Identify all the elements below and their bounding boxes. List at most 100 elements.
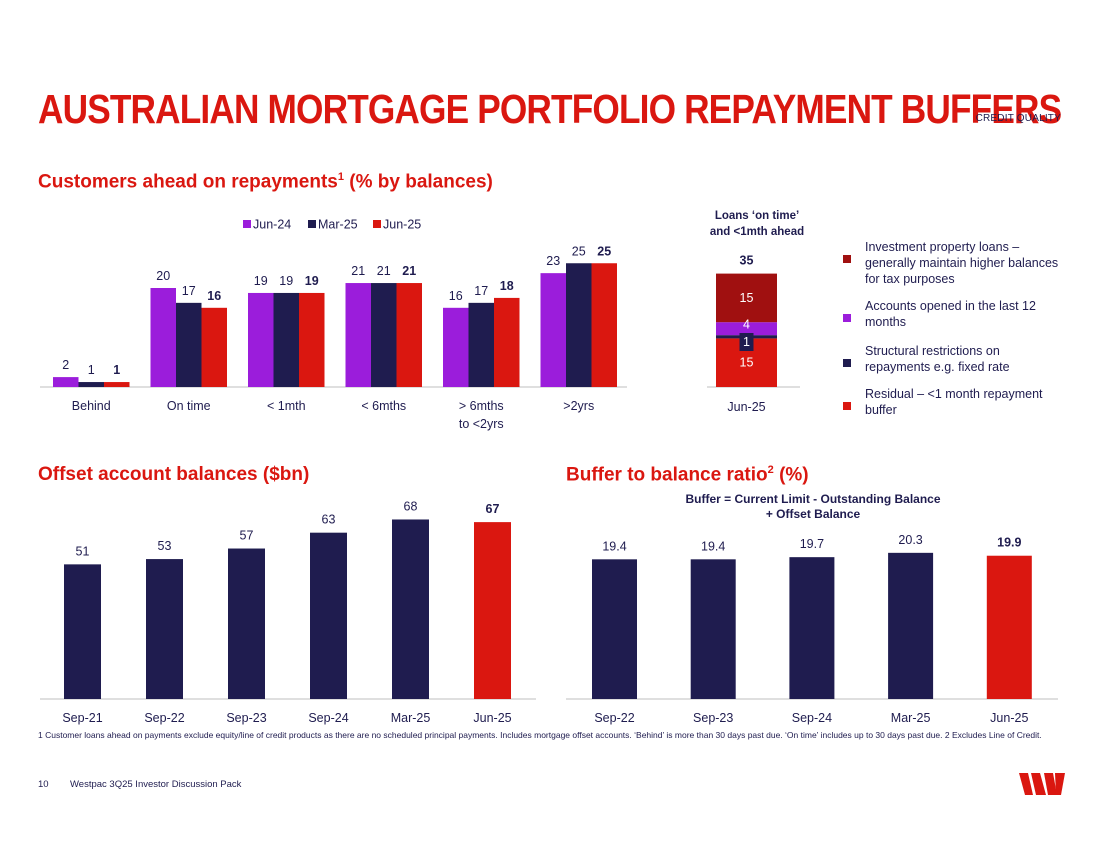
data-label: 67 — [486, 502, 500, 516]
data-label: 51 — [76, 544, 90, 558]
data-label: 19 — [279, 274, 293, 288]
x-tick-label: On time — [167, 399, 211, 413]
data-label: 17 — [474, 284, 488, 298]
segment-label-box — [739, 333, 754, 351]
footnote-ref: 2 — [767, 464, 774, 476]
bar-mar-25 — [566, 263, 592, 387]
chart-subtitle: + Offset Balance — [766, 507, 861, 521]
stacked-segment — [716, 322, 777, 336]
bar-jun-24 — [345, 283, 371, 387]
bar — [888, 552, 934, 699]
x-tick-label: Sep-24 — [792, 711, 832, 725]
data-label: 20 — [156, 269, 170, 283]
data-label: 16 — [449, 289, 463, 303]
bar-jun-25 — [104, 382, 130, 387]
chart-title-text: Buffer to balance ratio — [566, 464, 768, 486]
bar-jun-24 — [150, 288, 176, 387]
legend-label-jun-24: Jun-24 — [253, 218, 291, 232]
legend-swatch — [843, 402, 851, 410]
legend-label: Structural restrictions on repayments e.… — [865, 344, 1010, 374]
bar-mar-25 — [371, 283, 397, 387]
bar — [986, 555, 1032, 699]
legend-label-mar-25: Mar-25 — [318, 218, 358, 232]
legend-label: Investment property loans – generally ma… — [865, 240, 1059, 286]
bar-jun-24 — [53, 377, 79, 387]
x-tick-label: Jun-25 — [473, 711, 511, 725]
bar-jun-24 — [540, 273, 566, 387]
total-label: 35 — [740, 254, 754, 268]
data-label: 21 — [377, 264, 391, 278]
legend-swatch — [843, 255, 851, 263]
stacked-chart-title: and <1mth ahead — [710, 226, 804, 238]
legend-label: Accounts opened in the last 12 months — [865, 299, 1036, 329]
bar — [690, 559, 736, 699]
x-tick-label: Behind — [72, 399, 111, 413]
chart-title-offset-balances: Offset account balances ($bn) — [38, 464, 310, 485]
data-label: 19.9 — [997, 536, 1021, 550]
x-tick-label: Sep-23 — [226, 711, 266, 725]
bar-mar-25 — [273, 292, 299, 387]
data-label: 18 — [500, 279, 514, 293]
bar-jun-25 — [201, 307, 227, 387]
bar — [64, 564, 101, 699]
stacked-segment — [716, 273, 777, 323]
bar-mar-25 — [176, 302, 202, 387]
segment-label: 4 — [743, 318, 750, 332]
data-label: 57 — [240, 529, 254, 543]
chart-title-customers-ahead: Customers ahead on repayments1 (% by bal… — [38, 171, 493, 193]
bar — [392, 519, 429, 699]
section-tag: CREDIT QUALITY — [975, 113, 1061, 124]
data-label: 25 — [572, 244, 586, 258]
data-label: 1 — [88, 363, 95, 377]
legend-swatch — [843, 359, 851, 367]
footnote: 1 Customer loans ahead on payments exclu… — [38, 730, 1042, 740]
bar-jun-25 — [396, 283, 422, 387]
x-tick-label: < 1mth — [267, 399, 306, 413]
x-tick-label: Sep-22 — [144, 711, 184, 725]
bar — [789, 557, 835, 699]
bar-jun-25 — [494, 297, 520, 387]
page-title: AUSTRALIAN MORTGAGE PORTFOLIO REPAYMENT … — [38, 86, 1062, 132]
chart-title-suffix: (%) — [779, 464, 809, 486]
x-tick-label: < 6mths — [361, 399, 406, 413]
legend-swatch-mar-25 — [308, 220, 316, 228]
data-label: 20.3 — [898, 533, 922, 547]
data-label: 19 — [254, 274, 268, 288]
x-tick-label: >2yrs — [563, 399, 594, 413]
bar-jun-24 — [443, 307, 469, 387]
x-tick-label: to <2yrs — [459, 417, 504, 431]
data-label: 68 — [404, 499, 418, 513]
bar — [310, 532, 347, 699]
stacked-chart-title: Loans ‘on time’ — [715, 210, 799, 222]
page-number: 10 — [38, 779, 49, 790]
bar-jun-25 — [299, 292, 325, 387]
legend-label-jun-25: Jun-25 — [383, 218, 421, 232]
x-tick-label: Sep-23 — [693, 711, 733, 725]
x-tick-label: Jun-25 — [727, 400, 765, 414]
bar — [228, 548, 265, 699]
legend-swatch-jun-25 — [373, 220, 381, 228]
data-label: 1 — [113, 363, 120, 377]
segment-label: 15 — [740, 291, 754, 305]
data-label: 23 — [546, 254, 560, 268]
data-label: 19.7 — [800, 537, 824, 551]
data-label: 63 — [322, 513, 336, 527]
chart-subtitle: Buffer = Current Limit - Outstanding Bal… — [685, 492, 940, 506]
data-label: 19.4 — [602, 539, 626, 553]
chart-title-suffix: (% by balances) — [349, 171, 493, 193]
legend-label: Residual – <1 month repayment buffer — [865, 387, 1043, 417]
data-label: 19.4 — [701, 539, 725, 553]
bar — [474, 522, 511, 699]
segment-label: 15 — [740, 356, 754, 370]
data-label: 16 — [207, 289, 221, 303]
data-label: 2 — [62, 358, 69, 372]
bar — [592, 559, 637, 699]
x-tick-label: Sep-21 — [62, 711, 102, 725]
footer-label: Westpac 3Q25 Investor Discussion Pack — [70, 779, 242, 790]
legend-swatch-jun-24 — [243, 220, 251, 228]
bar-mar-25 — [468, 302, 494, 387]
x-tick-label: Jun-25 — [990, 711, 1028, 725]
data-label: 17 — [182, 284, 196, 298]
bar-mar-25 — [78, 382, 104, 387]
